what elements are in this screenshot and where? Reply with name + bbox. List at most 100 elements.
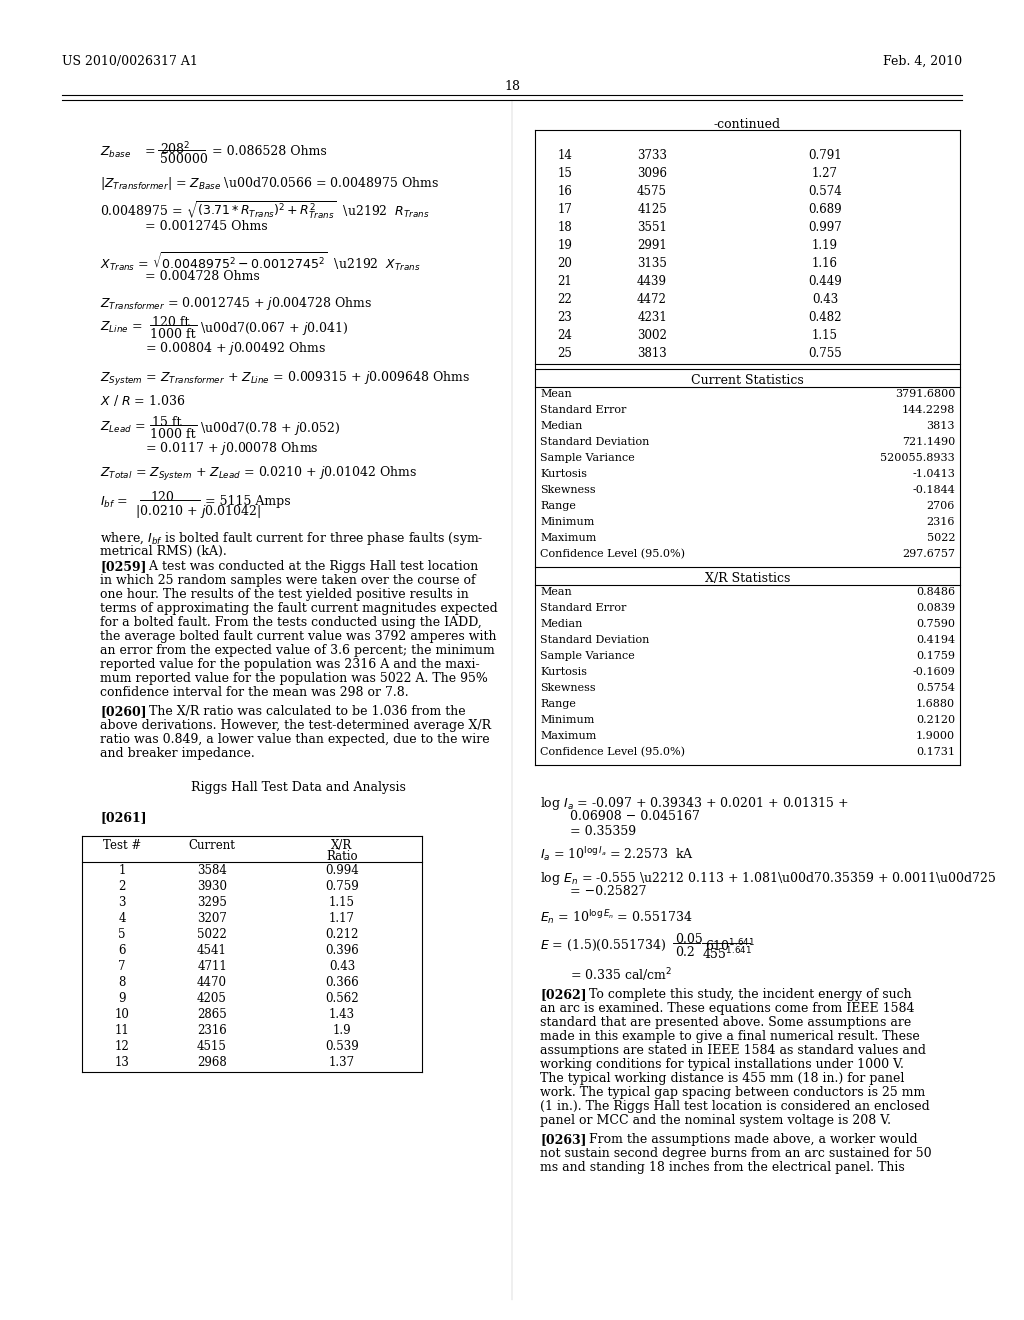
Text: assumptions are stated in IEEE 1584 as standard values and: assumptions are stated in IEEE 1584 as s… [540,1044,926,1057]
Text: Skewness: Skewness [540,484,596,495]
Text: = 5115 Amps: = 5115 Amps [205,495,291,508]
Text: 0.539: 0.539 [326,1040,358,1053]
Text: X/R: X/R [332,840,352,851]
Text: 18: 18 [558,220,572,234]
Text: A test was conducted at the Riggs Hall test location: A test was conducted at the Riggs Hall t… [137,560,478,573]
Text: metrical RMS) (kA).: metrical RMS) (kA). [100,545,226,558]
Text: From the assumptions made above, a worker would: From the assumptions made above, a worke… [577,1133,918,1146]
Text: [0263]: [0263] [540,1133,587,1146]
Text: (1 in.). The Riggs Hall test location is considered an enclosed: (1 in.). The Riggs Hall test location is… [540,1100,930,1113]
Text: 0.2: 0.2 [675,946,694,960]
Text: 17: 17 [557,203,572,216]
Text: 3930: 3930 [197,880,227,894]
Text: Median: Median [540,619,583,630]
Text: 0.366: 0.366 [326,975,358,989]
Text: $Z_{Transformer}$ = 0.0012745 + $j$0.004728 Ohms: $Z_{Transformer}$ = 0.0012745 + $j$0.004… [100,294,373,312]
Text: 0.43: 0.43 [812,293,838,306]
Text: 19: 19 [557,239,572,252]
Text: and breaker impedance.: and breaker impedance. [100,747,255,760]
Text: 15 ft: 15 ft [152,416,181,429]
Text: ratio was 0.849, a lower value than expected, due to the wire: ratio was 0.849, a lower value than expe… [100,733,489,746]
Text: 120: 120 [150,491,174,504]
Text: 1000 ft: 1000 ft [150,428,196,441]
Text: 25: 25 [557,347,572,360]
Text: 0.689: 0.689 [808,203,842,216]
Text: Kurtosis: Kurtosis [540,667,587,677]
Text: Confidence Level (95.0%): Confidence Level (95.0%) [540,747,685,758]
Text: 23: 23 [557,312,572,323]
Text: 7: 7 [118,960,126,973]
Text: 4205: 4205 [197,993,227,1005]
Text: $Z_{Total}$ = $Z_{System}$ + $Z_{Lead}$ = 0.0210 + $j$0.01042 Ohms: $Z_{Total}$ = $Z_{System}$ + $Z_{Lead}$ … [100,465,417,483]
Text: the average bolted fault current value was 3792 amperes with: the average bolted fault current value w… [100,630,497,643]
Text: 500000: 500000 [160,153,208,166]
Text: 3733: 3733 [637,149,667,162]
Text: 2865: 2865 [198,1008,227,1020]
Text: The X/R ratio was calculated to be 1.036 from the: The X/R ratio was calculated to be 1.036… [137,705,466,718]
Text: Maximum: Maximum [540,731,596,741]
Text: -0.1844: -0.1844 [912,484,955,495]
Text: an arc is examined. These equations come from IEEE 1584: an arc is examined. These equations come… [540,1002,914,1015]
Text: 16: 16 [557,185,572,198]
Text: 2991: 2991 [637,239,667,252]
Text: Median: Median [540,421,583,432]
Text: 13: 13 [115,1056,129,1069]
Text: where, $I_{bf}$ is bolted fault current for three phase faults (sym-: where, $I_{bf}$ is bolted fault current … [100,531,483,546]
Text: Sample Variance: Sample Variance [540,651,635,661]
Text: 1.9: 1.9 [333,1024,351,1038]
Text: 0.449: 0.449 [808,275,842,288]
Text: 1.17: 1.17 [329,912,355,925]
Text: one hour. The results of the test yielded positive results in: one hour. The results of the test yielde… [100,587,469,601]
Text: [0262]: [0262] [540,987,587,1001]
Text: 3295: 3295 [197,896,227,909]
Text: 10: 10 [115,1008,129,1020]
Text: Test #: Test # [102,840,141,851]
Text: 1.6880: 1.6880 [915,700,955,709]
Text: 0.755: 0.755 [808,347,842,360]
Text: 1000 ft: 1000 ft [150,327,196,341]
Text: log $E_n$ = -0.555 \u2212 0.113 + 1.081\u00d70.35359 + 0.0011\u00d725: log $E_n$ = -0.555 \u2212 0.113 + 1.081\… [540,870,996,887]
Text: $E$ = (1.5)(0.551734): $E$ = (1.5)(0.551734) [540,939,667,953]
Text: above derivations. However, the test-determined average X/R: above derivations. However, the test-det… [100,719,492,733]
Text: confidence interval for the mean was 298 or 7.8.: confidence interval for the mean was 298… [100,686,409,700]
Text: Feb. 4, 2010: Feb. 4, 2010 [883,55,962,69]
Text: 4439: 4439 [637,275,667,288]
Text: 4711: 4711 [198,960,227,973]
Text: an error from the expected value of 3.6 percent; the minimum: an error from the expected value of 3.6 … [100,644,495,657]
Text: 2316: 2316 [927,517,955,527]
Text: US 2010/0026317 A1: US 2010/0026317 A1 [62,55,198,69]
Text: ms and standing 18 inches from the electrical panel. This: ms and standing 18 inches from the elect… [540,1162,905,1173]
Text: 22: 22 [558,293,572,306]
Text: |$Z_{Transformer}$| = $Z_{Base}$ \u00d70.0566 = 0.0048975 Ohms: |$Z_{Transformer}$| = $Z_{Base}$ \u00d70… [100,176,439,191]
Text: $Z_{Lead}$ =: $Z_{Lead}$ = [100,420,145,436]
Text: 4125: 4125 [637,203,667,216]
Text: Maximum: Maximum [540,533,596,543]
Text: 208$^{2}$: 208$^{2}$ [160,141,190,157]
Text: 1.15: 1.15 [329,896,355,909]
Text: 520055.8933: 520055.8933 [881,453,955,463]
Text: 1.43: 1.43 [329,1008,355,1020]
Text: 455$^{1.641}$: 455$^{1.641}$ [702,946,753,962]
Text: $I_a$ = 10$^{\log I_a}$ = 2.2573  kA: $I_a$ = 10$^{\log I_a}$ = 2.2573 kA [540,845,693,863]
Text: 1.9000: 1.9000 [915,731,955,741]
Text: Range: Range [540,700,575,709]
Text: 0.4194: 0.4194 [915,635,955,645]
Text: |0.0210 + $j$0.01042|: |0.0210 + $j$0.01042| [135,503,261,520]
Text: in which 25 random samples were taken over the course of: in which 25 random samples were taken ov… [100,574,475,587]
Text: 4541: 4541 [197,944,227,957]
Text: reported value for the population was 2316 A and the maxi-: reported value for the population was 23… [100,657,479,671]
Text: 0.482: 0.482 [808,312,842,323]
Text: Minimum: Minimum [540,715,594,725]
Text: panel or MCC and the nominal system voltage is 208 V.: panel or MCC and the nominal system volt… [540,1114,891,1127]
Text: 0.574: 0.574 [808,185,842,198]
Text: 20: 20 [557,257,572,271]
Text: 0.562: 0.562 [326,993,358,1005]
Text: 610$^{1.641}$: 610$^{1.641}$ [705,939,755,954]
Text: $Z_{System}$ = $Z_{Transformer}$ + $Z_{Line}$ = 0.009315 + $j$0.009648 Ohms: $Z_{System}$ = $Z_{Transformer}$ + $Z_{L… [100,370,470,388]
Text: Standard Deviation: Standard Deviation [540,437,649,447]
Text: 21: 21 [558,275,572,288]
Text: = 0.35359: = 0.35359 [570,825,636,838]
Text: 297.6757: 297.6757 [902,549,955,558]
Text: 3: 3 [118,896,126,909]
Text: 0.1731: 0.1731 [916,747,955,756]
